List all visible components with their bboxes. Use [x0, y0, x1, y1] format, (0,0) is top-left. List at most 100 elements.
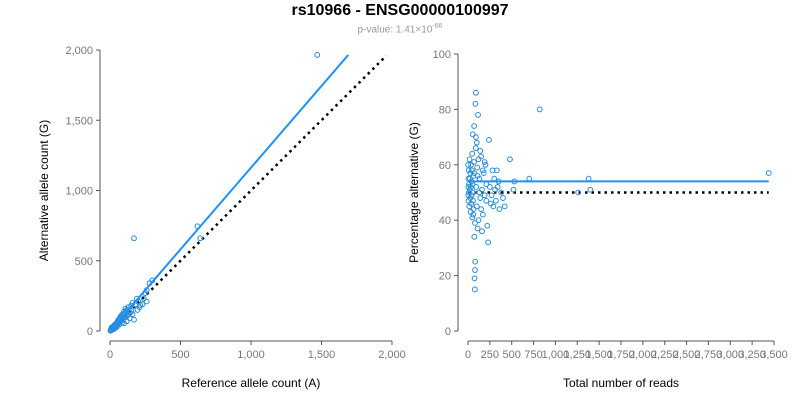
chart2-data-point — [476, 189, 483, 196]
chart2-data-point — [471, 275, 478, 282]
chart2-y-tick-label: 40 — [439, 215, 451, 227]
chart1-x-tick-label: 0 — [107, 349, 113, 361]
p-value-subtitle: p-value: 1.41×10-66 — [0, 23, 800, 35]
chart2-y-tick-label: 80 — [439, 104, 451, 116]
chart2-data-point — [491, 175, 498, 182]
chart1-data-point — [131, 235, 137, 242]
p-value-exponent: -66 — [432, 23, 443, 30]
chart2-data-point — [472, 134, 479, 141]
chart2-data-point — [485, 239, 492, 246]
chart2-data-point — [466, 203, 473, 210]
chart2-data-point — [478, 206, 485, 213]
chart2-x-axis-label: Total number of reads — [563, 376, 679, 390]
chart2-x-tick-label: 2,000 — [629, 349, 657, 361]
chart2-data-point — [479, 167, 486, 174]
chart2-data-point — [526, 175, 533, 182]
chart1-data-point — [122, 309, 129, 316]
chart1-data-point — [143, 298, 150, 305]
chart2-data-point — [471, 286, 478, 293]
chart2-data-point — [471, 123, 478, 129]
chart2-y-tick-label: 60 — [439, 160, 451, 172]
chart2-data-point — [765, 170, 772, 177]
chart2-data-point — [490, 203, 497, 210]
chart2-data-point — [507, 156, 513, 163]
chart2-data-point — [472, 100, 479, 107]
chart1-y-axis-label: Alternative allele count (G) — [37, 120, 51, 261]
chart2-data-point — [465, 167, 472, 174]
chart2-data-point — [575, 189, 582, 196]
chart1-reference-line — [109, 54, 388, 332]
chart1-y-tick-label: 1,500 — [65, 115, 93, 127]
chart2-data-point — [479, 211, 486, 218]
chart2-data-point — [475, 156, 482, 163]
chart1-data-point — [122, 305, 129, 312]
chart2-data-point — [484, 222, 491, 229]
chart2-data-point — [477, 148, 484, 154]
chart2-data-point — [468, 161, 474, 168]
chart1-data-point — [128, 302, 135, 309]
chart2-data-point — [585, 175, 592, 182]
chart2-data-point — [475, 217, 482, 224]
chart2-data-point — [481, 159, 488, 165]
chart2-data-point — [501, 203, 508, 210]
chart2-data-point — [475, 112, 481, 118]
chart1-y-tick-label: 2,000 — [65, 45, 93, 57]
chart2-data-point — [472, 145, 479, 152]
chart2-data-point — [469, 150, 476, 157]
chart2-data-point — [486, 136, 492, 143]
chart2-data-point — [587, 186, 594, 193]
chart2-data-point — [473, 203, 480, 210]
chart1-fit-line — [109, 54, 350, 332]
chart2-x-tick-label: 750 — [524, 349, 542, 361]
chart2-x-tick-label: 2,500 — [673, 349, 701, 361]
chart2-y-tick-label: 100 — [433, 49, 451, 61]
chart1-y-tick-label: 1,000 — [65, 186, 93, 198]
chart2-x-tick-label: 2,750 — [695, 349, 723, 361]
chart2-data-point — [474, 164, 481, 171]
chart2-data-point — [473, 184, 480, 190]
chart2-y-tick-label: 0 — [445, 326, 451, 338]
chart2-data-point — [486, 184, 493, 190]
chart2-data-point — [510, 186, 517, 193]
chart1-data-point — [314, 52, 321, 58]
chart2-data-point — [465, 189, 472, 196]
chart1-data-point — [129, 311, 136, 318]
chart2-data-point — [474, 172, 481, 179]
chart2-x-tick-label: 2,250 — [651, 349, 679, 361]
chart2-data-point — [480, 170, 487, 177]
chart1-x-axis-label: Reference allele count (A) — [182, 376, 321, 390]
chart2-data-point — [477, 195, 484, 201]
chart2-data-point — [493, 167, 500, 174]
chart2-data-point — [472, 89, 479, 96]
chart1-data-point — [121, 320, 127, 327]
chart2-data-point — [466, 186, 473, 193]
chart1-data-point — [123, 308, 130, 315]
chart1-x-tick-label: 500 — [171, 349, 189, 361]
chart1-y-tick-label: 0 — [87, 326, 93, 338]
chart2-x-tick-label: 3,250 — [738, 349, 766, 361]
chart2-data-point — [465, 197, 472, 204]
chart2-x-tick-label: 1,500 — [585, 349, 613, 361]
chart1-data-point — [107, 327, 114, 334]
chart1-data-point — [137, 302, 144, 308]
chart2-data-point — [465, 184, 472, 190]
chart2-x-tick-label: 0 — [465, 349, 471, 361]
chart1-data-point — [120, 311, 127, 318]
chart1-x-tick-label: 2,000 — [378, 349, 406, 361]
chart2-x-tick-label: 250 — [481, 349, 499, 361]
chart2-data-point — [471, 233, 478, 240]
chart2-x-tick-label: 1,250 — [564, 349, 592, 361]
chart1-data-point — [118, 314, 124, 321]
chart2-data-point — [479, 228, 485, 235]
chart2-x-tick-label: 500 — [503, 349, 521, 361]
chart2-data-point — [482, 161, 489, 168]
chart2-data-point — [469, 131, 476, 138]
chart2-data-point — [483, 197, 490, 204]
chart2-data-point — [488, 192, 495, 199]
chart1-data-point — [197, 235, 204, 242]
chart2-x-tick-label: 1,000 — [542, 349, 570, 361]
chart2-data-point — [481, 192, 488, 199]
chart2-data-point — [472, 258, 479, 265]
chart2-x-tick-label: 3,500 — [760, 349, 788, 361]
